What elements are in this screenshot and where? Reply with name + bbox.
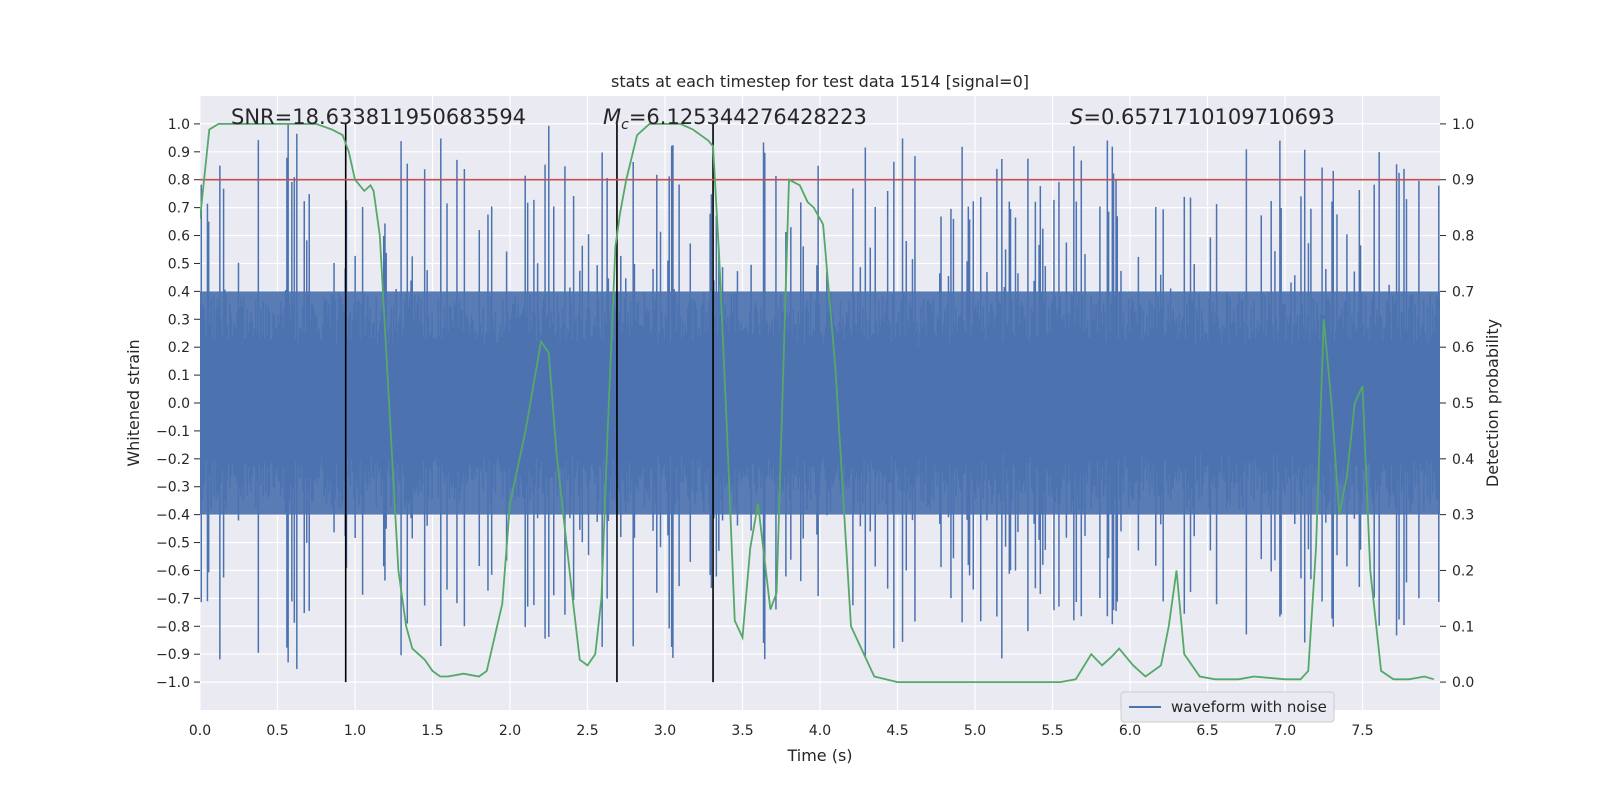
detection-probability-series: [200, 123, 1435, 683]
y-left-tick-label: −0.9: [156, 647, 190, 663]
y-right-tick-label: 0.2: [1452, 563, 1474, 579]
x-tick-label: 5.5: [1041, 723, 1063, 739]
y-left-tick-label: −0.4: [156, 508, 190, 524]
x-tick-label: 0.0: [189, 723, 211, 739]
x-tick-label: 1.0: [344, 723, 366, 739]
vertical-markers: [344, 123, 714, 683]
x-tick-label: 5.0: [964, 723, 986, 739]
x-tick-label: 7.0: [1274, 723, 1296, 739]
x-tick-label: 3.5: [731, 723, 753, 739]
y-left-tick-label: −0.2: [156, 452, 190, 468]
y-right-tick-label: 1.0: [1452, 117, 1474, 133]
y-left-tick-label: −1.0: [156, 675, 190, 691]
x-axis-label: Time (s): [786, 746, 852, 765]
chart-title: stats at each timestep for test data 151…: [611, 72, 1029, 91]
y-right-tick-label: 0.0: [1452, 675, 1474, 691]
x-tick-label: 4.0: [809, 723, 831, 739]
x-tick-label: 0.5: [266, 723, 288, 739]
y-left-tick-label: 0.4: [168, 284, 190, 300]
y-right-tick-label: 0.7: [1452, 284, 1474, 300]
y-right-tick-label: 0.8: [1452, 229, 1474, 245]
y-right-tick-label: 0.9: [1452, 173, 1474, 189]
chirp-mass-annotation: Mc=6.125344276428223: [603, 105, 867, 133]
s-symbol: S: [1070, 105, 1083, 129]
y-right-tick-label: 0.6: [1452, 340, 1474, 356]
x-tick-label: 4.5: [886, 723, 908, 739]
y-left-tick-label: 0.2: [168, 340, 190, 356]
y-left-tick-label: 1.0: [168, 117, 190, 133]
y-right-tick-label: 0.3: [1452, 508, 1474, 524]
chirp-mass-symbol: M: [603, 105, 621, 129]
x-tick-label: 2.5: [576, 723, 598, 739]
chirp-mass-value: =6.125344276428223: [629, 105, 867, 129]
y-left-tick-label: −0.5: [156, 536, 190, 552]
y-right-tick-label: 0.4: [1452, 452, 1474, 468]
y-left-tick-label: 0.5: [168, 256, 190, 272]
legend-box: [1120, 691, 1335, 723]
y-right-tick-label: 0.1: [1452, 619, 1474, 635]
x-tick-label: 7.5: [1351, 723, 1373, 739]
waveform-series: [200, 124, 1440, 670]
y-right-tick-label: 0.5: [1452, 396, 1474, 412]
y-left-tick-label: 0.8: [168, 173, 190, 189]
axis-ticks: 0.0 0.5 1.0 1.5 2.0 2.5 3.0 3.5 4.0 4.5 5.0 5.5 6.0 6…: [156, 117, 1474, 739]
x-tick-label: 6.5: [1196, 723, 1218, 739]
y-left-tick-label: −0.3: [156, 480, 190, 496]
y-axis-right-label: Detection probability: [1483, 319, 1502, 487]
legend-label: waveform with noise: [1171, 698, 1327, 716]
y-left-tick-label: −0.7: [156, 591, 190, 607]
x-tick-label: 6.0: [1119, 723, 1141, 739]
s-value: =0.6571710109710693: [1083, 105, 1334, 129]
y-left-tick-label: 0.9: [168, 145, 190, 161]
y-left-tick-label: −0.6: [156, 563, 190, 579]
x-tick-label: 1.5: [421, 723, 443, 739]
y-left-tick-label: 0.1: [168, 368, 190, 384]
y-left-tick-label: 0.7: [168, 201, 190, 217]
waveform-core-band: [200, 291, 1440, 515]
y-left-tick-label: 0.3: [168, 312, 190, 328]
chirp-mass-subscript: c: [621, 117, 629, 133]
x-tick-label: 3.0: [654, 723, 676, 739]
y-left-tick-label: 0.6: [168, 229, 190, 245]
detection-probability-line: [200, 123, 1435, 683]
legend: waveform with noise: [1120, 691, 1335, 723]
y-left-tick-label: 0.0: [168, 396, 190, 412]
snr-annotation: SNR=18.633811950683594: [231, 105, 526, 129]
s-annotation: S=0.6571710109710693: [1070, 105, 1335, 129]
x-tick-label: 2.0: [499, 723, 521, 739]
y-axis-left-label: Whitened strain: [124, 339, 143, 466]
y-left-tick-label: −0.8: [156, 619, 190, 635]
y-left-tick-label: −0.1: [156, 424, 190, 440]
